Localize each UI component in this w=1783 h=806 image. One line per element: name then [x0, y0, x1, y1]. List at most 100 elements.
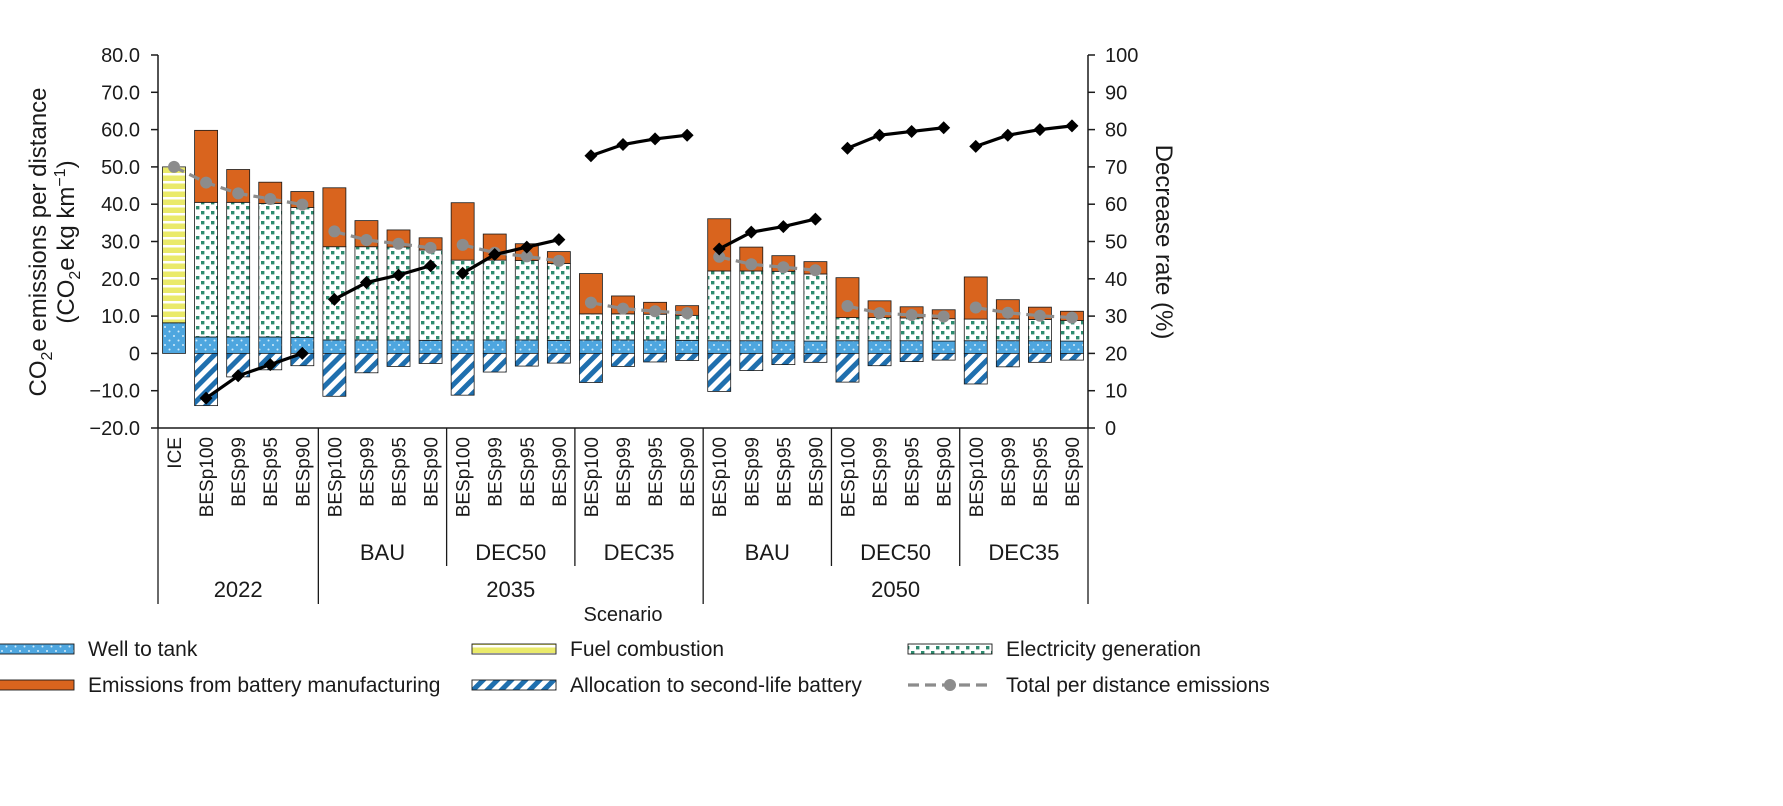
total-point-14 [617, 302, 629, 315]
bar-elec-2 [226, 201, 251, 338]
category-label-23: BESp95 [903, 437, 924, 507]
total-point-28 [1065, 311, 1078, 324]
total-point-13 [584, 296, 597, 309]
bar-alloc-10 [482, 352, 507, 373]
policy-label-4: BAU [745, 540, 790, 565]
y-tick-label-0: 80.0 [101, 45, 140, 67]
total-point-2 [232, 187, 245, 200]
total-line-segment-3 [590, 301, 688, 315]
decrease-line-segment-3 [590, 133, 688, 158]
bar-alloc-22 [867, 352, 892, 367]
bar-wtt-17 [707, 340, 732, 354]
year-label-0: 2022 [214, 577, 263, 602]
bar-alloc-21 [835, 352, 860, 383]
decrease-point-2 [231, 369, 245, 383]
y-tick-label-3: 50.0 [101, 157, 140, 179]
legend-item-alloc: Allocation to second-life battery [471, 674, 862, 697]
bar-elec-13 [579, 313, 603, 341]
total-point-24 [937, 310, 950, 323]
bar-alloc-14 [611, 352, 635, 367]
category-label-21: BESp100 [838, 437, 859, 517]
bar-batt-9 [450, 202, 475, 261]
category-label-7: BESp95 [390, 437, 411, 507]
total-emissions-layer [168, 160, 1078, 324]
y-tick-label-6: 20.0 [101, 269, 140, 291]
decrease-point-16 [680, 128, 694, 142]
total-line-segment-1 [333, 229, 431, 250]
category-label-17: BESp100 [710, 437, 731, 517]
decrease-point-15 [648, 132, 662, 146]
total-point-26 [1001, 306, 1014, 319]
decrease-point-8 [424, 259, 438, 273]
total-line-segment-6 [975, 305, 1073, 320]
bar-wtt-2 [226, 336, 251, 354]
total-point-0 [168, 160, 181, 173]
decrease-point-18 [744, 225, 758, 239]
category-label-11: BESp95 [518, 437, 539, 507]
bar-alloc-7 [386, 352, 411, 367]
total-point-4 [296, 198, 309, 211]
y-axis-title-2-part-3: −1 [52, 168, 69, 186]
y-axis-title-part-2: e emissions per distance [25, 87, 52, 351]
legend-swatch-alloc [471, 679, 557, 691]
category-label-14: BESp99 [614, 437, 635, 507]
total-point-15 [649, 305, 662, 318]
x-axis-title: Scenario [584, 604, 663, 626]
category-label-18: BESp99 [742, 437, 763, 507]
category-label-4: BESp90 [293, 437, 314, 507]
bar-wtt-24 [931, 340, 956, 354]
axes-layer: 80.0 70.0 60.0 50.0 40.0 30.0 20.0 10.0 0 −10.0 −2… [89, 45, 1138, 604]
bar-wtt-16 [675, 339, 700, 354]
bar-alloc-17 [707, 352, 732, 392]
bar-wtt-10 [482, 339, 507, 354]
decrease-point-13 [584, 149, 598, 163]
bar-wtt-27 [1027, 340, 1052, 354]
y-tick-label-5: 30.0 [101, 232, 140, 254]
y2-axis-title: Decrease rate (%) [1150, 145, 1177, 340]
category-label-25: BESp100 [967, 437, 988, 517]
legend-swatch-batt [0, 679, 75, 691]
legend-item-wtt: Well to tank [0, 638, 198, 661]
y2-tick-label-7: 30 [1105, 306, 1127, 328]
bar-elec-28 [1060, 320, 1084, 342]
decrease-rate-layer [199, 119, 1079, 405]
y-tick-label-10: −20.0 [89, 418, 140, 440]
y2-tick-label-1: 90 [1105, 82, 1127, 104]
total-line-segment-4 [718, 255, 816, 272]
category-label-2: BESp99 [229, 437, 250, 507]
y-tick-label-4: 40.0 [101, 194, 140, 216]
bar-wtt-1 [194, 336, 219, 354]
y-axis-title-2-part-2: e kg km [53, 187, 80, 271]
y-axis-title-2-part-4: ) [53, 160, 80, 168]
bar-wtt-5 [322, 339, 347, 354]
bar-elec-12 [546, 263, 571, 341]
bar-alloc-27 [1027, 352, 1052, 363]
year-label-2: 2050 [871, 577, 920, 602]
decrease-line-segment-1 [333, 264, 432, 301]
policy-label-2: DEC50 [475, 540, 546, 565]
total-line-segment-2 [462, 243, 560, 263]
year-label-1: 2035 [486, 577, 535, 602]
bar-wtt-23 [899, 340, 924, 354]
bar-elec-10 [482, 259, 507, 341]
category-label-0: ICE [165, 437, 186, 469]
y-axis-title-2-part-0: (CO [53, 280, 80, 324]
y-tick-label-9: −10.0 [89, 381, 140, 403]
bar-wtt-22 [867, 340, 892, 354]
total-point-23 [905, 308, 918, 321]
category-label-1: BESp100 [197, 437, 218, 517]
legend-swatch-fuel [471, 643, 557, 655]
y2-tick-label-2: 80 [1105, 120, 1127, 142]
bar-elec-23 [899, 317, 924, 342]
category-label-28: BESp90 [1063, 437, 1084, 507]
legend: Well to tank Fuel combustion Electricity g… [0, 638, 1270, 697]
total-point-16 [681, 307, 694, 320]
bar-elec-17 [707, 270, 732, 342]
legend-label-fuel: Fuel combustion [570, 638, 724, 661]
total-point-20 [809, 264, 822, 277]
y2-tick-label-9: 10 [1105, 381, 1127, 403]
category-label-19: BESp95 [774, 437, 795, 507]
total-point-5 [328, 225, 341, 238]
policy-label-3: DEC35 [604, 540, 675, 565]
